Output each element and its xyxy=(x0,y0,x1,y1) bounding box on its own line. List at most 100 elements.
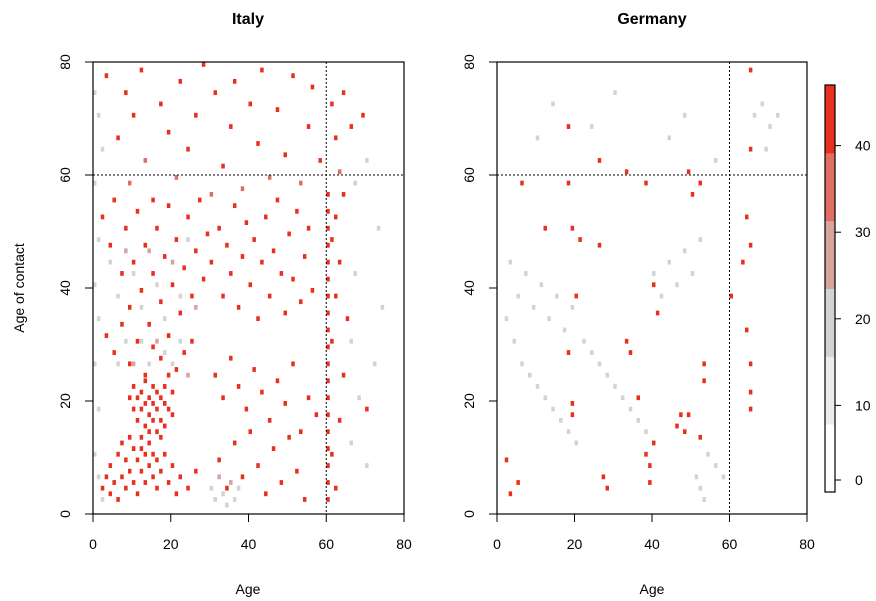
heatmap-cell-high xyxy=(104,333,109,338)
heatmap-cell-mid xyxy=(597,361,602,367)
heatmap-cell-high xyxy=(686,412,691,418)
heatmap-cell-high xyxy=(624,338,629,344)
heatmap-cell-high xyxy=(326,208,330,214)
heatmap-cell-high xyxy=(264,491,268,497)
heatmap-cell-high xyxy=(166,333,171,338)
heatmap-cell-high xyxy=(147,429,151,435)
heatmap-cell-high xyxy=(314,412,319,418)
heatmap-cell-high xyxy=(291,361,295,367)
heatmap-cell-high xyxy=(209,191,214,197)
heatmap-cell-high xyxy=(330,101,334,107)
heatmap-cell-high xyxy=(679,412,683,418)
heatmap-cell-high xyxy=(221,163,225,169)
heatmap-cell-high xyxy=(299,429,303,435)
heatmap-cell-high xyxy=(174,491,179,497)
heatmap-cell-high xyxy=(570,225,575,231)
heatmap-cell-mid xyxy=(683,248,687,254)
heatmap-cell-mid xyxy=(667,135,671,141)
heatmap-cell-mid xyxy=(96,406,101,412)
heatmap-cell-high xyxy=(306,395,311,401)
heatmap-cell-mid xyxy=(621,395,625,401)
heatmap-cell-high xyxy=(143,158,148,163)
heatmap-cell-high xyxy=(147,412,151,418)
heatmap-cell-high xyxy=(139,446,144,451)
heatmap-cell-mid xyxy=(178,293,183,299)
heatmap-cell-high xyxy=(221,293,225,299)
colorbar-tick-label: 10 xyxy=(855,397,871,413)
heatmap-cell-mid xyxy=(116,293,120,299)
heatmap-cell-high xyxy=(186,146,190,152)
heatmap-cell-mid xyxy=(236,485,241,491)
heatmap-cell-high xyxy=(147,321,151,327)
heatmap-cell-high xyxy=(155,406,159,412)
heatmap-cell-mid xyxy=(698,485,702,491)
heatmap-cell-high xyxy=(330,338,334,344)
heatmap-cell-high xyxy=(256,316,260,322)
heatmap-cell-high xyxy=(566,124,571,129)
heatmap-cell-high xyxy=(260,67,264,73)
heatmap-cell-high xyxy=(636,395,640,401)
heatmap-cell-high xyxy=(104,474,109,480)
heatmap-cell-high xyxy=(112,480,116,485)
heatmap-cell-high xyxy=(104,73,109,79)
heatmap-cell-high xyxy=(143,401,148,406)
heatmap-cell-high xyxy=(131,480,136,485)
heatmap-cell-mid xyxy=(225,502,229,508)
heatmap-cell-mid xyxy=(186,372,190,378)
heatmap-cell-high xyxy=(330,451,334,457)
heatmap-cell-high xyxy=(648,480,652,485)
heatmap-cell-mid xyxy=(108,259,113,265)
heatmap-cell-high xyxy=(166,129,171,135)
heatmap-cell-high xyxy=(326,429,330,435)
heatmap-cell-high xyxy=(508,491,513,497)
heatmap-cell-high xyxy=(578,237,582,242)
heatmap-cell-high xyxy=(151,474,155,480)
heatmap-cell-high xyxy=(275,107,280,112)
heatmap-cell-high xyxy=(302,254,307,259)
x-tick-label: 20 xyxy=(163,536,179,552)
heatmap-cell-high xyxy=(209,259,214,265)
heatmap-cell-high xyxy=(155,429,159,435)
heatmap-cell-high xyxy=(108,491,113,497)
colorbar-band xyxy=(825,288,835,357)
heatmap-cell-high xyxy=(326,378,330,384)
heatmap-cell-mid xyxy=(155,282,159,288)
y-tick-label: 40 xyxy=(461,280,477,296)
colorbar-tick-label: 40 xyxy=(855,138,871,154)
heatmap-cell-mid xyxy=(162,316,167,322)
heatmap-cell-mid xyxy=(93,90,97,96)
heatmap-cell-high xyxy=(147,395,151,401)
heatmap-cell-high xyxy=(295,208,299,214)
heatmap-cell-high xyxy=(318,158,322,163)
heatmap-cell-high xyxy=(279,480,284,485)
heatmap-cell-high xyxy=(330,237,334,242)
heatmap-cell-high xyxy=(648,463,652,468)
colorbar-tick-label: 20 xyxy=(855,311,871,327)
x-tick-label: 0 xyxy=(89,536,97,552)
heatmap-cell-high xyxy=(143,372,148,378)
heatmap-cell-high xyxy=(170,463,175,468)
heatmap-cell-high xyxy=(139,288,144,293)
heatmap-cell-high xyxy=(566,350,571,355)
heatmap-cell-high xyxy=(174,237,179,242)
heatmap-cell-high xyxy=(748,406,753,412)
heatmap-cell-high xyxy=(365,406,369,412)
axes-germany: 0 20 40 60 80 0 20 40 60 80 xyxy=(461,54,815,552)
x-axis-title-italy: Age xyxy=(236,581,261,597)
heatmap-cell-high xyxy=(124,225,128,231)
heatmap-cell-high xyxy=(159,434,163,440)
heatmap-cell-high xyxy=(166,480,171,485)
heatmap-cell-high xyxy=(217,225,221,231)
heatmap-cell-high xyxy=(326,259,330,265)
heatmap-cell-high xyxy=(170,282,175,288)
heatmap-cell-high xyxy=(248,429,252,435)
heatmap-cell-mid xyxy=(213,497,218,502)
heatmap-cell-high xyxy=(194,468,198,474)
heatmap-cell-high xyxy=(213,372,218,378)
heatmap-cell-high xyxy=(287,231,291,237)
heatmap-cell-high xyxy=(748,389,753,395)
heatmap-cell-high xyxy=(166,372,171,378)
heatmap-cell-high xyxy=(232,78,237,84)
heatmap-cell-high xyxy=(256,463,260,468)
heatmap-cell-mid xyxy=(93,282,97,288)
